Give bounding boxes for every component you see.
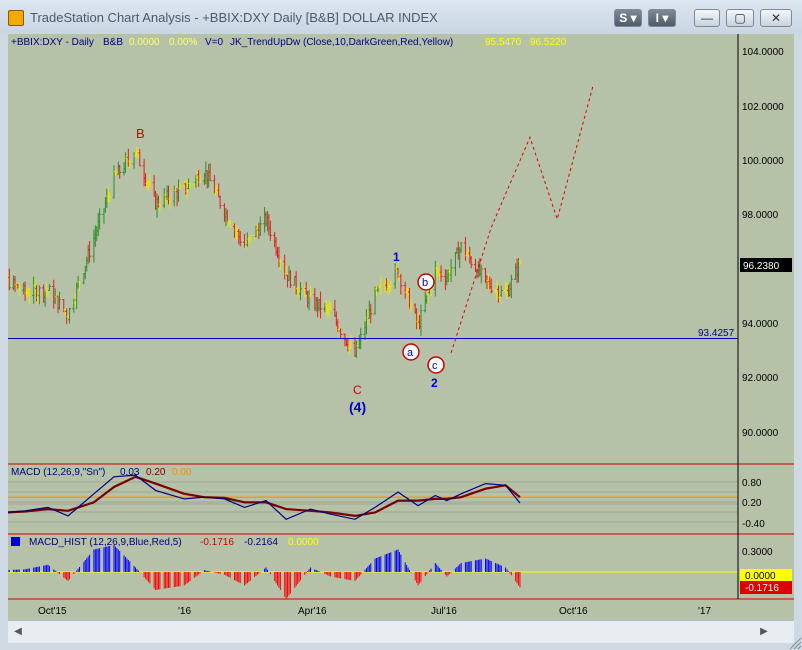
chevron-down-icon: ▾: [630, 11, 637, 25]
macd-line: [8, 474, 521, 521]
hist-zero-badge: [740, 569, 792, 581]
s-menu-button[interactable]: S ▾: [614, 9, 642, 27]
wave-label-c-small: c: [432, 360, 438, 372]
macd-tick: -0.40: [742, 519, 765, 530]
wave-label-b-circle: b: [417, 273, 435, 291]
support-label: 93.4257: [698, 328, 735, 339]
x-tick: '17: [698, 606, 711, 617]
header-symbol: +BBIX:DXY - Daily: [11, 37, 94, 48]
header-ind-val1: 95.5470: [485, 37, 522, 48]
price-bars: [8, 147, 522, 358]
hist-tick: 0.3000: [742, 547, 773, 558]
close-button[interactable]: ✕: [760, 9, 792, 27]
minimize-button[interactable]: —: [694, 9, 720, 27]
x-tick: Oct'16: [559, 606, 588, 617]
wave-label-a: a: [407, 347, 414, 359]
projection-line: [450, 85, 594, 354]
hist-title: MACD_HIST (12,26,9,Blue,Red,5): [29, 537, 182, 548]
hist-value-2: -0.2164: [244, 537, 278, 548]
y-tick: 102.0000: [742, 102, 784, 113]
y-tick: 104.0000: [742, 47, 784, 58]
wave-label-b: B: [136, 126, 145, 141]
hist-zero-label: 0.0000: [745, 571, 776, 582]
wave-label-b-small: b: [422, 277, 428, 289]
histogram-bars: [8, 545, 738, 599]
hist-value-badge: [740, 581, 792, 594]
chevron-down-icon: ▾: [662, 11, 669, 25]
y-tick: 90.0000: [742, 428, 779, 439]
header-change-pct: 0.00%: [169, 37, 197, 48]
s-menu-label: S: [619, 11, 628, 25]
wave-label-c-circle: c: [427, 356, 445, 374]
macd-tick: 0.20: [742, 498, 762, 509]
y-tick: 98.0000: [742, 210, 779, 221]
x-tick: '16: [178, 606, 191, 617]
macd-tick: 0.80: [742, 478, 762, 489]
horizontal-scrollbar[interactable]: ◀ ▶: [8, 620, 794, 643]
last-price-badge: [740, 258, 792, 272]
time-axis-background: [8, 599, 794, 620]
maximize-button[interactable]: ▢: [726, 9, 754, 27]
wave-label-1: 1: [393, 250, 400, 264]
wave-label-4: (4): [349, 399, 366, 415]
resize-grip-icon[interactable]: [788, 636, 802, 650]
scroll-left-icon[interactable]: ◀: [14, 626, 22, 637]
hist-value-3: 0.0000: [288, 537, 319, 548]
i-menu-label: I: [655, 11, 659, 25]
title-bar[interactable]: TradeStation Chart Analysis - +BBIX:DXY …: [0, 0, 802, 34]
grid: [8, 481, 738, 523]
y-tick: 92.0000: [742, 373, 779, 384]
header-indicator: JK_TrendUpDw (Close,10,DarkGreen,Red,Yel…: [230, 37, 453, 48]
wave-label-2: 2: [431, 376, 438, 390]
hist-value-1: -0.1716: [200, 537, 234, 548]
header-volume: V=0: [205, 37, 224, 48]
macd-lines: [8, 474, 738, 521]
x-tick: Oct'15: [38, 606, 67, 617]
header-tag: B&B: [103, 37, 123, 48]
chart-area[interactable]: +BBIX:DXY - Daily B&B 0.0000 0.00% V=0 J…: [8, 34, 794, 620]
macd-value-1: 0.03: [120, 467, 140, 478]
axis-background: [738, 34, 794, 599]
wave-label-a-circle: a: [402, 343, 420, 361]
i-menu-button[interactable]: I ▾: [648, 9, 676, 27]
macd-value-2: 0.20: [146, 467, 166, 478]
header-ind-val2: 96.5220: [530, 37, 567, 48]
last-price-label: 96.2380: [743, 261, 780, 272]
x-tick: Apr'16: [298, 606, 327, 617]
minimize-icon: —: [701, 11, 713, 25]
plot-background: [8, 34, 738, 599]
macd-title: MACD (12,26,9,"Sn"): [11, 467, 105, 478]
scroll-right-icon[interactable]: ▶: [760, 626, 768, 637]
window-title: TradeStation Chart Analysis - +BBIX:DXY …: [30, 10, 438, 25]
hist-value-label: -0.1716: [745, 583, 779, 594]
close-icon: ✕: [770, 11, 782, 25]
x-tick: Jul'16: [431, 606, 457, 617]
header-change: 0.0000: [129, 37, 160, 48]
hist-legend-icon: [11, 537, 20, 546]
panel-borders: [8, 34, 794, 600]
wave-label-c: C: [353, 383, 362, 397]
y-tick: 94.0000: [742, 319, 779, 330]
app-icon: [8, 10, 24, 26]
maximize-icon: ▢: [734, 11, 746, 25]
macd-value-3: 0.00: [172, 467, 192, 478]
y-tick: 100.0000: [742, 156, 784, 167]
